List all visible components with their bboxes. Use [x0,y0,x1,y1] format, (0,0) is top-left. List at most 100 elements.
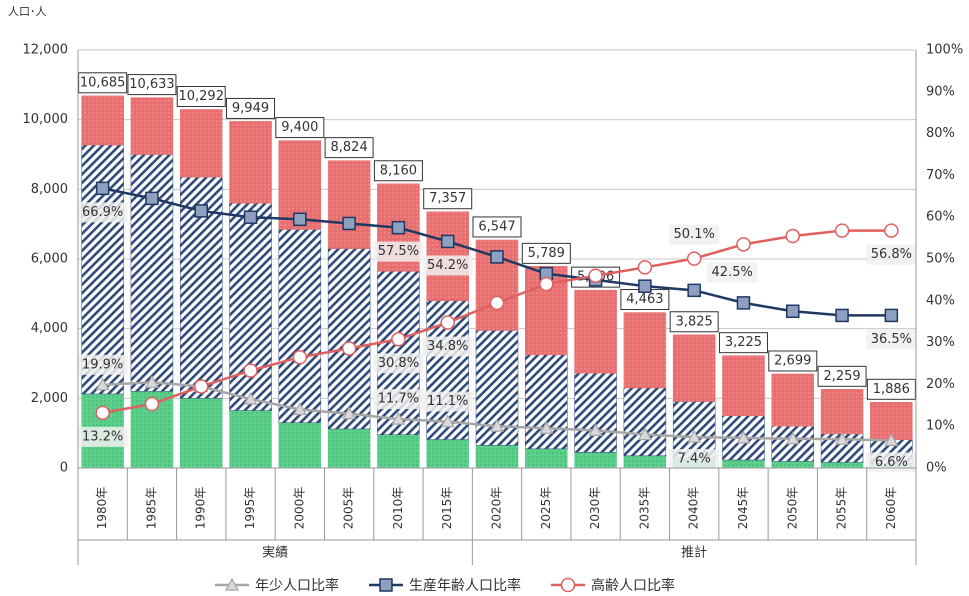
y-tick-label: 2,000 [31,391,68,406]
bar-segment [525,354,568,450]
line-marker [193,379,209,394]
data-label: 50.1% [674,227,715,242]
y-tick-label: 12,000 [23,43,69,58]
line-marker [884,308,899,323]
total-label-box [669,311,719,333]
bar-segment [820,389,864,435]
total-label: 1,886 [873,382,910,397]
bar-segment [623,312,667,389]
bar-segment [278,229,322,423]
bar-segment [820,462,864,469]
data-label: 57.5% [378,244,419,259]
total-label: 6,547 [478,219,515,234]
data-label-bg [77,202,128,223]
y2-tick-label: 0% [926,461,947,476]
line-marker [884,433,899,447]
total-label: 2,699 [774,353,811,368]
total-label-box [127,74,177,96]
total-label: 5,789 [528,246,565,261]
line-marker [686,251,702,266]
line-marker [144,396,160,412]
legend-marker [379,578,393,592]
x-tick-label: 2010年 [391,487,405,530]
data-label: 42.5% [712,265,753,280]
line-marker [539,276,554,292]
bar-segment [426,439,469,469]
y-tick-label: 10,000 [23,112,69,127]
legend-label: 高齢人口比率 [591,577,675,594]
line-marker [785,228,801,244]
bar-segment [525,448,568,469]
x-tick-label: 1985年 [144,487,158,530]
bar-segment [771,373,815,427]
bar-segment [475,445,519,469]
line-marker [95,181,110,196]
bar-segment [179,398,223,469]
data-label: 11.7% [378,392,419,407]
total-label-box [768,350,818,372]
line-marker [588,423,603,436]
line-marker [687,283,701,298]
total-label-box [718,332,768,354]
line-marker [243,210,258,224]
y2-tick-label: 10% [926,419,955,434]
bar-segment [771,461,815,469]
line-marker [342,216,356,231]
y2-tick-label: 60% [926,210,955,225]
line-marker [391,411,406,425]
bar-segment [574,289,617,374]
data-label-bg [707,262,758,283]
bar-segment [623,455,667,469]
total-label-box [176,85,226,107]
line-marker [687,429,702,443]
data-label-bg [373,241,424,262]
x-tick-label: 2040年 [687,487,701,530]
line-marker [341,341,357,356]
y2-tick-label: 90% [926,84,955,99]
x-tick-label: 2060年 [884,487,898,530]
legend-marker [560,577,576,593]
total-label-box [275,117,325,139]
y2-tick-label: 80% [926,126,955,141]
x-tick-label: 2025年 [539,487,553,530]
bar-segment [327,160,371,249]
total-label-box [226,97,276,119]
data-label: 6.6% [875,455,908,470]
line-marker [884,223,899,238]
total-label: 7,357 [429,191,466,206]
line-marker [835,431,850,445]
line-marker [440,234,455,249]
y2-tick-label: 50% [926,252,955,267]
line-marker [736,296,751,310]
y2-tick-label: 30% [926,335,955,350]
data-label-bg [669,224,720,245]
legend-label: 年少人口比率 [255,577,339,594]
total-label: 3,225 [725,335,762,350]
line-marker [145,191,159,206]
total-label: 3,825 [676,314,713,329]
x-tick-label: 2050年 [785,487,799,530]
x-tick-label: 1980年 [95,487,109,530]
line-marker [539,421,554,434]
data-label: 36.5% [871,332,912,347]
line-marker [736,430,751,444]
line-marker [293,212,307,227]
line-marker [785,431,800,445]
data-label: 56.8% [871,247,912,262]
total-label: 10,292 [178,89,224,104]
total-label-box [472,216,522,238]
bar-segment [574,452,617,469]
bar-segment [229,410,272,469]
total-label: 10,685 [80,75,126,90]
y-tick-label: 4,000 [31,321,68,336]
bar-segment [377,271,420,435]
data-label-bg [77,354,128,375]
bar-segment [722,459,765,469]
legend-label: 生産年齢人口比率 [409,577,521,594]
x-tick-label: 2015年 [440,487,454,530]
x-tick-label: 2055年 [835,487,849,530]
y-axis-label: 人口･人 [8,5,47,18]
x-tick-label: 2020年 [490,487,504,530]
group-label: 実績 [262,545,288,561]
